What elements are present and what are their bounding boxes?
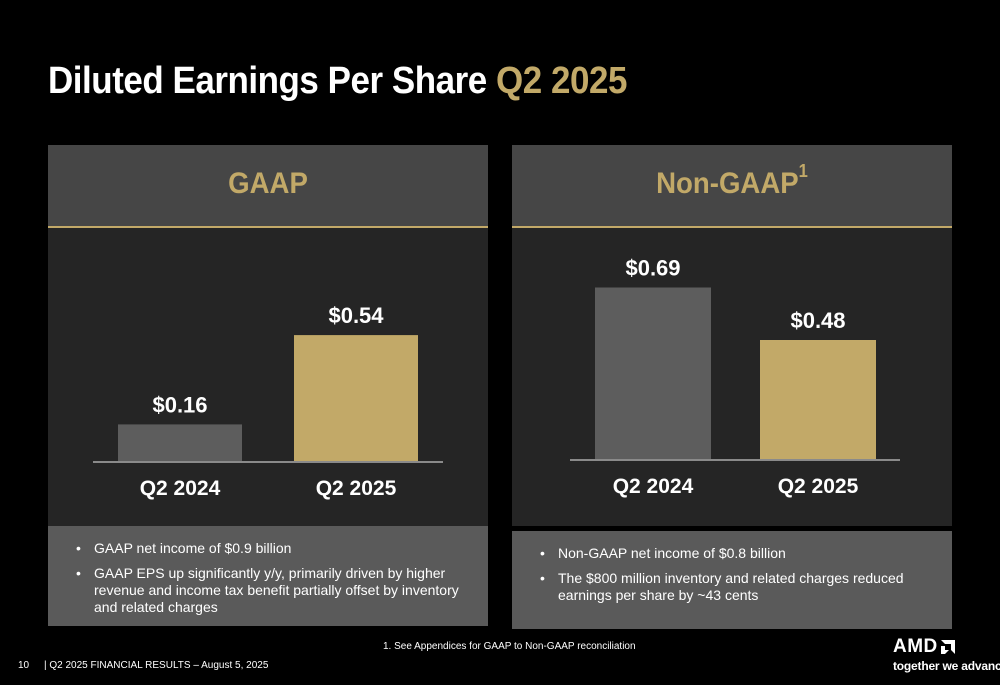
category-label: Q2 2024 — [613, 475, 694, 498]
bar-q2-2024 — [595, 287, 711, 460]
data-label: $0.16 — [152, 392, 207, 417]
gaap-note-item: • GAAP EPS up significantly y/y, primaril… — [76, 565, 459, 615]
non-gaap-eps-chart: $0.69 Q2 2024 $0.48 Q2 2025 — [570, 256, 900, 498]
bar-q2-2024 — [118, 424, 242, 462]
data-label: $0.54 — [328, 303, 384, 328]
category-label: Q2 2025 — [778, 475, 859, 498]
amd-arrow-icon — [940, 640, 955, 654]
title-main: Diluted Earnings Per Share — [48, 60, 487, 102]
non-gaap-note-item: • The $800 million inventory and related … — [540, 570, 904, 603]
footer-text: | Q2 2025 FINANCIAL RESULTS – August 5, … — [44, 660, 269, 671]
non-gaap-notes: • Non-GAAP net income of $0.8 billion • Th… — [512, 531, 952, 629]
bar-q2-2025 — [760, 340, 876, 460]
footnote: 1. See Appendices for GAAP to Non-GAAP r… — [383, 641, 636, 652]
gaap-panel-header: GAAP — [48, 145, 488, 228]
non-gaap-panel-title: Non-GAAP1 — [656, 161, 808, 200]
logo-brand: AMD — [893, 636, 938, 657]
gaap-panel: GAAP $0.16 Q2 2024 $0.54 Q2 2025 — [48, 145, 488, 526]
footer: 10 | Q2 2025 FINANCIAL RESULTS – August 5… — [18, 660, 268, 671]
non-gaap-panel-header: Non-GAAP1 — [512, 145, 952, 228]
data-label: $0.69 — [625, 256, 680, 281]
category-label: Q2 2025 — [316, 477, 397, 500]
non-gaap-panel: Non-GAAP1 $0.69 Q2 2024 $0.48 Q2 2025 — [512, 145, 952, 526]
page-number: 10 — [18, 660, 30, 671]
bar-q2-2025 — [294, 335, 418, 462]
gaap-eps-chart: $0.16 Q2 2024 $0.54 Q2 2025 — [93, 303, 443, 500]
data-label: $0.48 — [790, 308, 845, 333]
page-title: Diluted Earnings Per Share Q2 2025 — [48, 60, 627, 103]
gaap-note-item: • GAAP net income of $0.9 billion — [76, 540, 292, 556]
gaap-notes: • GAAP net income of $0.9 billion • GAAP E… — [48, 526, 488, 626]
footnote-ref: 1 — [798, 161, 808, 181]
category-label: Q2 2024 — [140, 477, 221, 500]
amd-logo: AMD together we advance_ — [893, 636, 1000, 676]
title-accent: Q2 2025 — [496, 60, 627, 102]
non-gaap-note-item: • Non-GAAP net income of $0.8 billion — [540, 545, 786, 561]
logo-tagline: together we advance_ — [893, 659, 1000, 673]
gaap-panel-title: GAAP — [228, 167, 308, 200]
